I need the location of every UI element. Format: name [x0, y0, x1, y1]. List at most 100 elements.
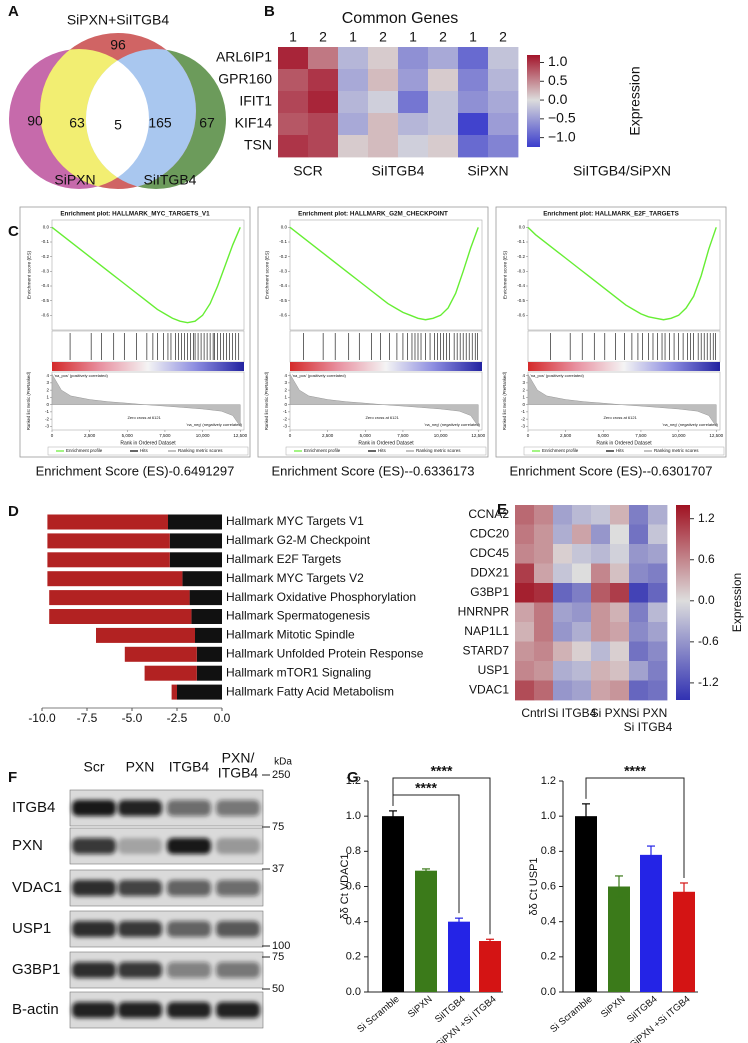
significance-bracket	[585, 777, 685, 878]
band	[72, 962, 116, 978]
heatmap-cell	[534, 583, 554, 603]
x-tick-label: 2,500	[322, 433, 334, 438]
region-count: 67	[199, 115, 215, 131]
es-frame	[51, 219, 245, 331]
heatmap-cell	[610, 524, 630, 545]
es-frame	[289, 219, 483, 331]
heatmap-cell	[553, 661, 573, 681]
heatmap-cell	[515, 524, 535, 545]
legend-label: Hits	[378, 448, 386, 453]
heatmap-cell	[515, 680, 535, 701]
heatmap-cell	[308, 47, 339, 70]
column-label: 1	[409, 29, 417, 45]
set-label: SiITGB4	[144, 172, 197, 188]
heatmap-cell	[534, 622, 554, 642]
bar	[382, 816, 404, 992]
band	[167, 880, 211, 896]
x-tick-label: SiPXN	[599, 994, 628, 1021]
row-label: ITGB4	[12, 799, 55, 816]
pos-label: 'na_pos' (positively correlated)	[54, 373, 108, 378]
neg-label: 'na_neg' (negatively correlated)	[186, 422, 242, 427]
heatmap-cell	[572, 661, 592, 681]
panel-label: C	[8, 223, 19, 240]
legend-box	[47, 446, 249, 456]
y-tick-label: 0	[522, 402, 525, 407]
legend-label: Ranking metric scores	[416, 448, 461, 453]
pos-label: 'na_pos' (positively correlated)	[530, 373, 584, 378]
legend-label: Enrichment profile	[304, 448, 341, 453]
heatmap-cell	[488, 113, 519, 136]
heatmap-cell	[610, 602, 630, 623]
x-tick-label: -5.0	[122, 711, 143, 725]
band	[216, 880, 260, 896]
bar-segment	[182, 571, 222, 587]
y-tick-label: -0.1	[279, 239, 287, 244]
band	[167, 1002, 211, 1018]
bar	[479, 941, 501, 992]
heatmap-cell	[610, 622, 630, 642]
heatmap-cell	[338, 91, 369, 114]
lane-label: Scr	[84, 759, 105, 775]
heatmap-cell	[534, 641, 554, 662]
heatmap-cell	[591, 524, 611, 545]
category-label: Hallmark MYC Targets V2	[226, 571, 364, 585]
band	[118, 880, 162, 896]
band	[118, 921, 162, 937]
es-line	[527, 226, 717, 321]
bar-segment	[47, 533, 170, 549]
bar-segment	[47, 571, 183, 587]
metric-area	[527, 373, 717, 428]
rank-gradient	[290, 362, 482, 371]
y-axis-label: Enrichment score (ES)	[502, 250, 508, 299]
y-tick-label: 0.4	[541, 916, 556, 928]
y-axis-label: Enrichment score (ES)	[26, 250, 32, 299]
y-tick-label: 0.6	[541, 880, 556, 892]
significance-label: ****	[624, 763, 646, 779]
y-tick-label: 3	[46, 380, 49, 385]
legend-box	[285, 446, 487, 456]
marker-label: 250	[272, 769, 290, 781]
heatmap-cell	[368, 113, 399, 136]
heatmap-cell	[572, 583, 592, 603]
region-count: 63	[69, 115, 85, 131]
heatmap-cell	[515, 563, 535, 584]
legend-label: Hits	[140, 448, 148, 453]
heatmap-cell	[428, 47, 459, 70]
x-tick-label: 7,500	[159, 433, 171, 438]
x-axis-label: Rank in Ordered Dataset	[120, 440, 176, 446]
unit-label: kDa	[274, 757, 292, 768]
x-tick-label: 12,500	[471, 433, 485, 438]
group-label: SiPXN	[467, 163, 508, 179]
legend-label: Hits	[616, 448, 624, 453]
column-label: 2	[499, 29, 507, 45]
neg-label: 'na_neg' (negatively correlated)	[662, 422, 718, 427]
row-label: CDC45	[470, 546, 510, 560]
panel-label: G	[347, 769, 359, 786]
heatmap-cell	[648, 622, 668, 642]
heatmap-cell	[398, 113, 429, 136]
overlap-region	[86, 49, 149, 189]
y-tick-label: -0.5	[41, 298, 49, 303]
bar	[575, 816, 597, 992]
heatmap-cell	[368, 91, 399, 114]
heatmap-cell	[398, 69, 429, 92]
heatmap-cell	[572, 524, 592, 545]
group-label: Si PXN	[629, 706, 668, 720]
column-label: 2	[439, 29, 447, 45]
bar-segment	[144, 665, 197, 681]
y-tick-label: -0.6	[279, 313, 287, 318]
bar-segment	[47, 514, 168, 530]
set-label: SiPXN	[54, 172, 95, 188]
x-tick-label: SiPXN	[406, 994, 435, 1021]
row-label: KIF14	[235, 115, 273, 131]
heatmap-cell	[629, 505, 649, 525]
panel-label: D	[8, 503, 19, 520]
x-tick-label: -2.5	[167, 711, 188, 725]
rank-gradient	[52, 362, 244, 371]
x-axis-label: Rank in Ordered Dataset	[596, 440, 652, 446]
error-bar	[680, 882, 688, 902]
x-tick-label: 5,000	[122, 433, 134, 438]
heatmap-cell	[648, 661, 668, 681]
heatmap-cell	[534, 524, 554, 545]
